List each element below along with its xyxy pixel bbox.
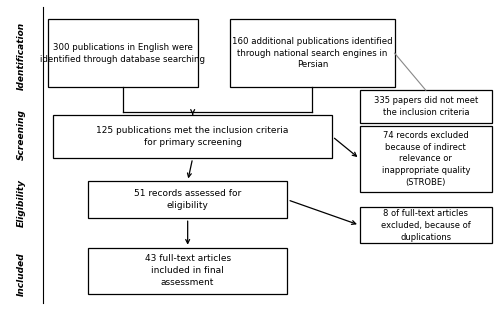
Text: Identification: Identification bbox=[17, 22, 26, 90]
Text: Included: Included bbox=[17, 252, 26, 296]
FancyBboxPatch shape bbox=[48, 19, 198, 87]
Text: Eligibility: Eligibility bbox=[17, 179, 26, 227]
FancyBboxPatch shape bbox=[230, 19, 394, 87]
Text: 125 publications met the inclusion criteria
for primary screening: 125 publications met the inclusion crite… bbox=[96, 126, 289, 147]
Text: 8 of full-text articles
excluded, because of
duplications: 8 of full-text articles excluded, becaus… bbox=[381, 209, 470, 241]
FancyBboxPatch shape bbox=[53, 115, 332, 158]
FancyBboxPatch shape bbox=[88, 181, 288, 218]
Text: 43 full-text articles
included in final
assessment: 43 full-text articles included in final … bbox=[144, 255, 230, 287]
FancyBboxPatch shape bbox=[88, 248, 288, 294]
Text: 300 publications in English were
identified through database searching: 300 publications in English were identif… bbox=[40, 43, 205, 64]
FancyBboxPatch shape bbox=[360, 126, 492, 192]
Text: Screening: Screening bbox=[17, 109, 26, 161]
Text: 335 papers did not meet
the inclusion criteria: 335 papers did not meet the inclusion cr… bbox=[374, 96, 478, 117]
Text: 74 records excluded
because of indirect
relevance or
inappropriate quality
(STRO: 74 records excluded because of indirect … bbox=[382, 131, 470, 187]
Text: 160 additional publications identified
through national search engines in
Persia: 160 additional publications identified t… bbox=[232, 37, 392, 69]
FancyBboxPatch shape bbox=[360, 207, 492, 243]
Text: 51 records assessed for
eligibility: 51 records assessed for eligibility bbox=[134, 189, 242, 210]
FancyBboxPatch shape bbox=[360, 90, 492, 122]
